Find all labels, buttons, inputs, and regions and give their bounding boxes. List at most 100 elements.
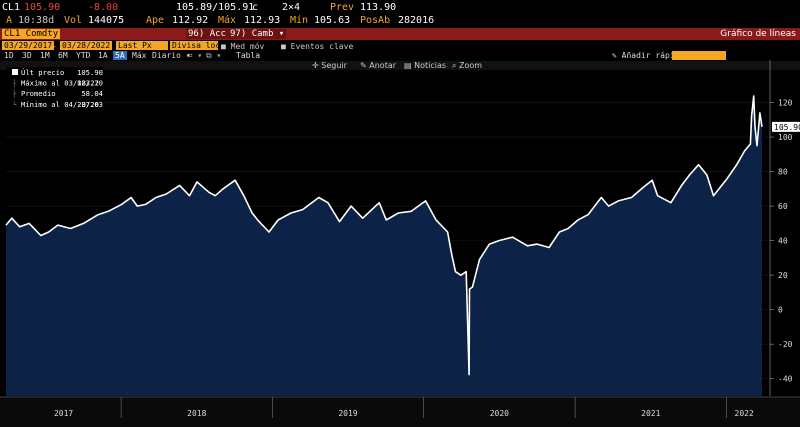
y-tick-label-4: 40 (778, 237, 788, 246)
annotate-label: Anotar (369, 61, 397, 70)
legend-connector-3: └ (12, 100, 17, 109)
x-tick-label-2020: 2020 (490, 409, 509, 418)
net-change: -8.00 (88, 2, 119, 13)
y-tick-label-7: 100 (778, 133, 793, 142)
legend-value-0: 105.90 (77, 68, 103, 77)
bid-ask-suffix: c (252, 2, 259, 13)
y-tick-label-5: 60 (778, 202, 788, 211)
legend-label-2: Promedio (21, 89, 56, 98)
last-price-box (772, 121, 800, 132)
page-title: Gráfico de líneas (720, 29, 796, 39)
events-label: Eventos clave (290, 42, 354, 51)
legend-value-2: 58.04 (81, 89, 103, 98)
table-button[interactable]: Tabla (236, 51, 261, 60)
date-separator: - (52, 42, 57, 51)
events-checkbox[interactable]: ■ Eventos clave (281, 42, 354, 51)
annotate-button[interactable]: ✎ Anotar (360, 61, 397, 70)
settings-bar: 03/29/2017 - 03/28/2022 Last Px Divisa l… (0, 40, 800, 51)
camb-button[interactable]: 97) Camb ▾ (228, 29, 287, 39)
low-label: Mín (290, 15, 309, 26)
legend: Últ precio 105.90 ├ Máximo al 03/08/22123.7… (6, 67, 104, 111)
high-value: 112.93 (244, 15, 281, 26)
legend-value-1: 123.70 (77, 79, 103, 88)
legend-value-3: -37.63 (77, 100, 103, 109)
x-axis-band (0, 397, 800, 427)
y-tick-label-8: 120 (778, 99, 793, 108)
legend-box (6, 67, 104, 111)
legend-connector-1: ├ (12, 79, 17, 88)
bid-ask: 105.89/105.91 (176, 2, 255, 13)
legend-connector-2: ├ (12, 89, 17, 98)
acc-number: 96 (188, 29, 199, 39)
y-tick-label-0: -40 (778, 375, 793, 384)
legend-label-0: Últ precio (21, 68, 64, 77)
x-tick-label-2022: 2022 (735, 409, 754, 418)
period-5a[interactable]: 5A (113, 51, 127, 60)
x-tick-label-2019: 2019 (338, 409, 357, 418)
period-1d[interactable]: 1D (4, 51, 14, 60)
currency-select[interactable]: Divisa local (170, 41, 230, 50)
y-tick-label-2: 0 (778, 306, 783, 315)
zoom-button[interactable]: ⌕ Zoom (452, 61, 483, 70)
zoom-label: Zoom (459, 61, 483, 70)
quote-line-2: A 10:38d Vol 144075 Ape 112.92 Máx 112.9… (0, 15, 800, 27)
prev-value: 113.90 (360, 2, 397, 13)
start-date-input[interactable]: 03/29/2017 (2, 41, 55, 50)
low-value: 105.63 (314, 15, 351, 26)
news-label: Noticias (414, 61, 447, 70)
period-1m[interactable]: 1M (40, 51, 50, 60)
x-axis: 2017 2018 2019 2020 2021 2022 (0, 396, 800, 427)
y-tick-label-3: 20 (778, 271, 788, 280)
end-date-input[interactable]: 03/28/2022 (60, 41, 113, 50)
prev-label: Prev (330, 2, 355, 13)
last-price-label: 105.90 (774, 123, 800, 132)
camb-label: Camb (251, 29, 274, 39)
chart-toolbar: ✛ Seguir ✎ Anotar ▤ Noticias ⌕ Zoom (0, 61, 800, 70)
quick-add-input[interactable] (672, 51, 726, 60)
last-price-marker: 105.90 (772, 121, 800, 132)
y-axis: -40 -20 0 20 40 60 80 100 120 (770, 99, 793, 384)
open-value: 112.92 (172, 15, 209, 26)
quick-add-label: Añadir rápido (621, 51, 685, 60)
field-select[interactable]: Last Px (116, 41, 168, 50)
x-tick-label-2017: 2017 (54, 409, 73, 418)
security-field[interactable]: CL1 Comdty (2, 29, 61, 39)
avg-checkbox[interactable]: ■ Med móv (221, 42, 265, 51)
frequency-select[interactable]: Diario ▾ (152, 51, 191, 60)
legend-swatch (12, 69, 18, 75)
legend-label-3: Mínimo al 04/20/20 (21, 100, 99, 109)
period-max[interactable]: Máx (132, 51, 147, 60)
security-bar: CL1 Comdty 96) Acc ▾ 97) Camb ▾ Gráfico … (0, 28, 800, 40)
follow-label: Seguir (321, 61, 347, 70)
avg-label: Med móv (230, 42, 265, 51)
oi-value: 282016 (398, 15, 435, 26)
quote-line-1: CL1 105.90 -8.00 105.89/105.91 c 2×4 Pre… (0, 2, 800, 14)
news-button[interactable]: ▤ Noticias (404, 61, 447, 70)
time-prefix: A (6, 15, 13, 26)
bid-ask-size: 2×4 (282, 2, 301, 13)
compare-icon[interactable]: ⧉ ▾ (206, 51, 222, 60)
period-3d[interactable]: 3D (22, 51, 32, 60)
camb-number: 97 (230, 29, 241, 39)
chart-type-icon[interactable]: ⌗ ▾ (188, 51, 203, 60)
y-tick-label-6: 80 (778, 168, 788, 177)
frequency-label: Diario (152, 51, 181, 60)
acc-label: Acc (209, 29, 226, 39)
period-bar: 1D 3D 1M 6M YTD 1A 5A Máx Diario ▾ ⌗ ▾ ⧉… (0, 50, 800, 61)
ticker: CL1 (2, 2, 21, 13)
high-label: Máx (218, 15, 237, 26)
x-tick-label-2018: 2018 (187, 409, 206, 418)
oi-label: PosAb (360, 15, 391, 26)
open-label: Ape (146, 15, 165, 26)
vol-label: Vol (64, 15, 83, 26)
period-6m[interactable]: 6M (58, 51, 68, 60)
y-tick-label-1: -20 (778, 340, 793, 349)
last-time: 10:38d (18, 15, 55, 26)
follow-button[interactable]: ✛ Seguir (312, 61, 347, 70)
period-ytd[interactable]: YTD (76, 51, 91, 60)
period-1a[interactable]: 1A (98, 51, 108, 60)
price-line (5, 95, 763, 376)
x-tick-label-2021: 2021 (641, 409, 660, 418)
legend-label-1: Máximo al 03/08/22 (21, 79, 99, 88)
